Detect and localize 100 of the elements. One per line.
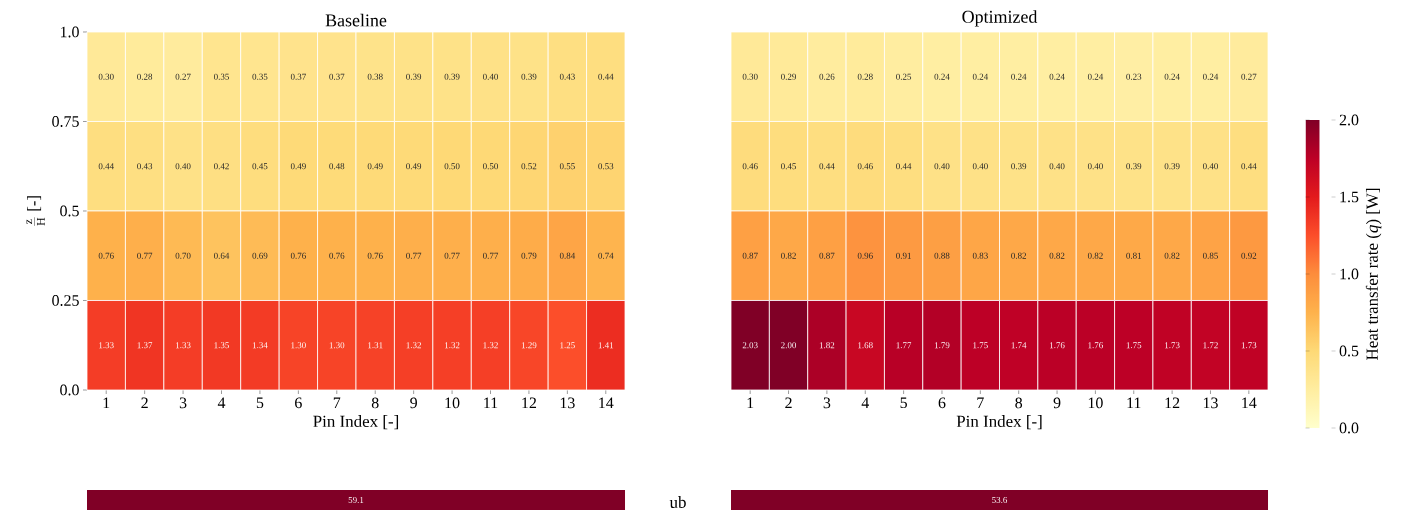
x-tick-label: 10 [445,397,460,409]
data-label: 1.73 [1165,342,1180,349]
data-label: 0.30 [98,73,114,80]
data-label: 0.24 [1087,73,1104,80]
data-label: 1.68 [858,342,873,349]
data-label: 0.53 [598,163,614,170]
data-label: 1.33 [99,342,114,349]
data-label: 0.79 [521,252,537,259]
chart-title: Optimized [962,10,1038,27]
color-bar-label: 1.0 [1340,268,1359,280]
data-label: 0.28 [857,73,873,80]
data-label: 0.37 [290,73,306,80]
data-label: 0.40 [1087,163,1103,170]
data-label: 0.43 [137,163,153,170]
data-label: 0.50 [483,163,499,170]
data-label: 1.75 [1126,342,1142,349]
color-bar-title: Heat transfer rate (q) [W] [1365,188,1382,361]
data-label: 0.35 [252,73,268,80]
data-label: 1.30 [291,342,306,349]
data-label: 0.82 [1011,252,1027,259]
data-label: 0.24 [1011,73,1027,80]
data-label: 0.27 [175,73,191,80]
x-tick-label: 4 [217,397,226,409]
data-label: 0.85 [1202,252,1218,259]
x-tick-label: 5 [900,397,907,409]
data-label: 1.34 [252,342,268,349]
data-label: 0.39 [1126,163,1142,170]
x-tick-label: 7 [977,397,984,408]
data-label: 0.42 [214,163,229,170]
y-tick-label: 0.75 [52,116,79,127]
data-label: 0.35 [214,73,229,80]
data-label: 0.38 [367,73,383,80]
data-label: 0.44 [598,73,614,80]
x-tick-label: 6 [938,397,946,409]
x-tick-label: 11 [484,397,498,409]
x-tick-label: 4 [861,397,869,409]
data-label: 1.74 [1011,342,1027,349]
data-label: 0.44 [98,163,114,170]
data-label: 0.77 [483,252,499,259]
x-tick-label: 12 [522,397,537,409]
x-tick-label: 13 [1203,397,1218,409]
data-label: 0.39 [1011,163,1027,170]
data-label: 1.29 [521,342,537,349]
color-bar-label: 2.0 [1339,114,1359,126]
data-label: 0.81 [1126,252,1142,259]
data-label: 0.39 [521,73,537,80]
chart-title: Baseline [325,13,387,27]
data-label: 0.48 [329,163,345,170]
color-bar-label: 0.5 [1339,345,1359,357]
data-label: 0.24 [1202,73,1219,80]
data-label: 0.23 [1126,73,1142,80]
data-label: 1.77 [896,342,912,349]
color-bar-label: 1.5 [1340,191,1359,203]
data-label: 0.82 [1087,252,1103,259]
text: ub [669,496,686,508]
data-label: 1.35 [214,342,229,349]
data-label: 1.41 [598,342,614,349]
data-label: 1.31 [368,342,383,349]
x-tick-label: 3 [179,397,187,409]
data-label: 0.91 [896,252,911,259]
data-label: 0.83 [972,252,988,259]
data-label: 0.28 [137,73,153,80]
data-label: 0.40 [1049,163,1065,170]
data-label: 0.82 [1164,252,1180,259]
data-label: 1.32 [406,342,421,349]
data-label: 0.76 [290,252,306,259]
x-tick-label: 10 [1088,397,1103,409]
x-tick-label: 12 [1165,397,1180,409]
x-tick-label: 11 [1127,397,1141,409]
data-label: 0.76 [329,252,345,259]
x-tick-label: 13 [560,397,575,409]
data-label: 0.45 [252,163,268,170]
data-label: 0.44 [819,163,835,170]
x-tick-label: 7 [333,397,341,408]
data-label: 0.27 [1241,73,1257,80]
data-label: 1.76 [1049,342,1065,349]
y-tick-label: 0.5 [60,205,79,217]
x-tick-label: 9 [410,397,417,409]
data-label: 0.49 [290,163,306,170]
x-tick-label: 14 [599,397,614,409]
x-tick-label: 9 [1053,397,1061,409]
data-label: 0.39 [444,73,460,80]
data-label: 0.30 [742,73,758,80]
data-label: 0.50 [444,163,460,170]
y-axis-title: $\frac{\mathrm{z}}{\mathrm{H}}\ \mbox{[-]}$ [26,196,45,226]
data-label: 0.74 [598,252,614,259]
color-bar-label: 0.0 [1339,422,1359,434]
data-label: 0.44 [1241,163,1257,170]
data-label: 1.72 [1203,342,1218,349]
data-label: 0.87 [742,252,758,259]
data-label: 1.32 [483,342,498,349]
x-tick-label: 2 [141,397,148,409]
data-label: 0.40 [1202,163,1218,170]
data-label: 0.43 [559,73,575,80]
data-label: 1.82 [819,342,835,349]
data-label: 0.44 [896,163,912,170]
data-label: 0.39 [406,73,422,80]
data-label: 0.87 [819,252,835,259]
data-label: 0.77 [444,252,460,259]
data-label: 0.82 [781,252,796,259]
